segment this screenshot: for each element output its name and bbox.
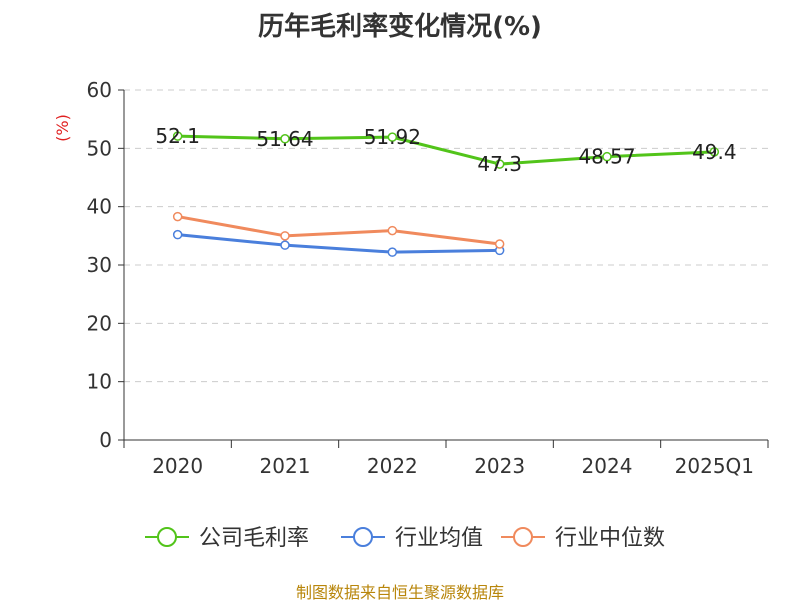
data-point [172,229,183,240]
legend-item: 行业均值 [341,526,483,551]
data-point [494,159,505,169]
source-note: 制图数据来自恒生聚源数据库 [295,583,504,602]
x-tick-label: 2020 [152,454,203,478]
data-label: 51.64 [256,127,313,151]
data-point [387,225,398,236]
legend-label: 行业均值 [395,526,483,551]
data-point [172,211,183,222]
data-point [280,240,290,250]
data-point [709,147,720,157]
chart-title: 历年毛利率变化情况(%) [258,12,542,42]
grid-lines [124,89,768,383]
data-point [387,247,398,257]
y-axis-label: (%) [53,114,72,142]
legend-marker [353,527,373,547]
legend-marker [513,527,533,547]
legend: 公司毛利率 行业均值 行业中位数 [145,526,665,551]
y-tick-label: 50 [87,136,112,160]
legend-item: 行业中位数 [501,526,665,551]
y-tick-label: 30 [87,253,112,277]
data-label: 51.92 [364,125,421,149]
legend-item: 公司毛利率 [145,526,309,551]
data-label: 52.1 [155,124,200,148]
series-line [177,215,500,246]
y-tick-label: 40 [87,195,112,219]
legend-marker [157,527,177,547]
x-tick-label: 2023 [474,454,525,478]
x-tick-label: 2021 [260,454,311,478]
data-point [387,132,398,142]
y-tick-label: 60 [87,78,112,102]
axes: 0 10 20 30 40 50 60 2020 2021 2022 2023 2024 2025Q1 (… [53,78,769,478]
legend-label: 行业中位数 [555,526,665,551]
y-tick-label: 10 [87,370,112,394]
data-label: 47.3 [477,152,522,176]
data-label: 49.4 [692,140,737,164]
x-tick-label: 2024 [582,454,633,478]
x-tick-label: 2022 [367,454,418,478]
data-point [172,131,183,141]
data-label: 48.57 [578,145,635,169]
data-point [280,231,290,241]
data-point [602,151,612,162]
y-tick-label: 20 [87,311,112,335]
data-point [494,239,505,249]
series-line [177,134,715,166]
data-labels: 52.1 51.64 51.92 47.3 48.57 49.4 [155,124,736,176]
series-lines [172,131,720,257]
series-line [177,233,500,254]
data-point [280,134,290,144]
x-tick-label: 2025Q1 [675,454,754,478]
legend-label: 公司毛利率 [199,526,309,551]
y-tick-label: 0 [99,428,112,452]
